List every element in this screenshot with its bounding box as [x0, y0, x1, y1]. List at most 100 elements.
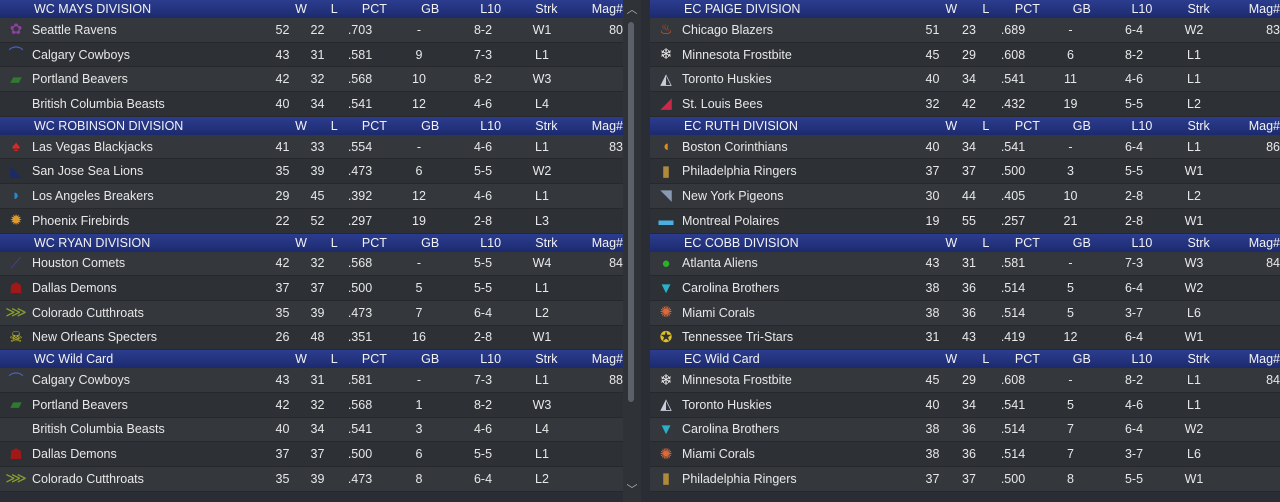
scrollbar-thumb[interactable] — [628, 22, 634, 402]
pct-value: .500 — [1000, 471, 1026, 486]
team-name-cell[interactable]: British Columbia Beasts — [0, 419, 260, 439]
table-row[interactable]: ▰ Portland Beavers 42 32 .568 10 8-2 W3 — [0, 67, 623, 93]
scroll-down-icon[interactable]: ﹀ — [626, 484, 638, 496]
team-name-cell[interactable]: ✹ Phoenix Firebirds — [0, 211, 260, 231]
streak-value: W1 — [1184, 330, 1204, 345]
division-header: WC RYAN DIVISION W L PCT GB L10 Strk Mag… — [0, 233, 623, 252]
col-header-losses: L — [330, 235, 338, 250]
last10-value: 4-6 — [473, 422, 493, 437]
team-name-cell[interactable]: ✪ Tennessee Tri-Stars — [650, 327, 910, 347]
team-name-cell[interactable]: ☠ New Orleans Specters — [0, 327, 260, 347]
table-row[interactable]: ▬ Montreal Polaires 19 55 .257 21 2-8 W1 — [650, 208, 1280, 234]
team-name-cell[interactable]: ▬ Montreal Polaires — [650, 211, 910, 231]
table-row[interactable]: ▮ Philadelphia Ringers 37 37 .500 8 5-5 … — [650, 467, 1280, 492]
table-row[interactable]: ⌒ Calgary Cowboys 43 31 .581 - 7-3 L1 88 — [0, 368, 623, 393]
wins-value: 45 — [925, 373, 940, 388]
wins-value: 40 — [275, 422, 290, 437]
table-row[interactable]: ▮ Philadelphia Ringers 37 37 .500 3 5-5 … — [650, 159, 1280, 185]
table-row[interactable]: ◭ Toronto Huskies 40 34 .541 5 4-6 L1 — [650, 392, 1280, 418]
scroll-up-icon[interactable]: ︿ — [626, 4, 638, 16]
last10-value: 4-6 — [1124, 397, 1144, 412]
table-row[interactable]: ◥ New York Pigeons 30 44 .405 10 2-8 L2 — [650, 184, 1280, 209]
team-name-cell[interactable]: ☗ Dallas Demons — [0, 278, 260, 298]
team-name: Phoenix Firebirds — [32, 213, 130, 228]
table-row[interactable]: ❄ Minnesota Frostbite 45 29 .608 - 8-2 L… — [650, 368, 1280, 393]
team-name-cell[interactable]: ◥ New York Pigeons — [650, 186, 910, 206]
wins-value: 38 — [925, 281, 940, 296]
team-name-cell[interactable]: ⌒ Calgary Cowboys — [0, 370, 260, 390]
losses-value: 32 — [310, 397, 325, 412]
table-row[interactable]: ❄ Minnesota Frostbite 45 29 .608 6 8-2 L… — [650, 42, 1280, 68]
table-row[interactable]: ☠ New Orleans Specters 26 48 .351 16 2-8… — [0, 325, 623, 351]
table-row[interactable]: ⋙ Colorado Cutthroats 35 39 .473 8 6-4 L… — [0, 467, 623, 492]
team-name-cell[interactable]: ⌒ Calgary Cowboys — [0, 45, 260, 65]
team-name-cell[interactable]: ▼ Carolina Brothers — [650, 278, 910, 298]
wins-value: 42 — [275, 256, 290, 271]
division-title: WC MAYS DIVISION — [34, 2, 152, 16]
team-name-cell[interactable]: ◢ St. Louis Bees — [650, 94, 910, 114]
team-name-cell[interactable]: ▮ Philadelphia Ringers — [650, 161, 910, 181]
team-name-cell[interactable]: ❄ Minnesota Frostbite — [650, 370, 910, 390]
division-section: EC Wild Card W L PCT GB L10 Strk Mag# ❄ … — [650, 350, 1280, 492]
table-row[interactable]: ♨ Chicago Blazers 51 23 .689 - 6-4 W2 83 — [650, 18, 1280, 43]
team-name-cell[interactable]: ▮ Philadelphia Ringers — [650, 469, 910, 489]
team-name-cell[interactable]: ◭ Toronto Huskies — [650, 69, 910, 89]
table-row[interactable]: ✺ Miami Corals 38 36 .514 7 3-7 L6 — [650, 442, 1280, 467]
team-name-cell[interactable]: ⋙ Colorado Cutthroats — [0, 303, 260, 323]
team-name-cell[interactable]: ◗ Los Angeles Breakers — [0, 186, 260, 206]
table-row[interactable]: ✪ Tennessee Tri-Stars 31 43 .419 12 6-4 … — [650, 325, 1280, 351]
team-name-cell[interactable]: ☗ Dallas Demons — [0, 444, 260, 464]
team-name-cell[interactable]: ▰ Portland Beavers — [0, 395, 260, 415]
table-row[interactable]: ☗ Dallas Demons 37 37 .500 6 5-5 L1 — [0, 442, 623, 467]
table-row[interactable]: ◣ San Jose Sea Lions 35 39 .473 6 5-5 W2 — [0, 159, 623, 185]
wins-value: 40 — [275, 96, 290, 111]
team-name-cell[interactable]: ✺ Miami Corals — [650, 303, 910, 323]
table-row[interactable]: ✿ Seattle Ravens 52 22 .703 - 8-2 W1 80 — [0, 18, 623, 43]
table-row[interactable]: ✺ Miami Corals 38 36 .514 5 3-7 L6 — [650, 300, 1280, 326]
team-name-cell[interactable]: ● Atlanta Aliens — [650, 253, 910, 273]
team-name-cell[interactable]: British Columbia Beasts — [0, 94, 260, 114]
table-row[interactable]: ☗ Dallas Demons 37 37 .500 5 5-5 L1 — [0, 276, 623, 301]
team-name-cell[interactable]: ◖ Boston Corinthians — [650, 137, 910, 157]
last10-value: 2-8 — [1124, 188, 1144, 203]
team-name-cell[interactable]: ♨ Chicago Blazers — [650, 20, 910, 40]
team-name: San Jose Sea Lions — [32, 164, 144, 179]
table-row[interactable]: British Columbia Beasts 40 34 .541 12 4-… — [0, 92, 623, 117]
table-row[interactable]: ◗ Los Angeles Breakers 29 45 .392 12 4-6… — [0, 184, 623, 209]
table-row[interactable]: British Columbia Beasts 40 34 .541 3 4-6… — [0, 417, 623, 443]
division-header: EC RUTH DIVISION W L PCT GB L10 Strk Mag… — [650, 116, 1280, 135]
magic-number-value: 84 — [1266, 256, 1280, 271]
games-behind-value: 3 — [415, 422, 423, 437]
table-row[interactable]: ⟋ Houston Comets 42 32 .568 - 5-5 W4 84 — [0, 251, 623, 277]
table-row[interactable]: ● Atlanta Aliens 43 31 .581 - 7-3 W3 84 — [650, 251, 1280, 277]
table-row[interactable]: ✹ Phoenix Firebirds 22 52 .297 19 2-8 L3 — [0, 208, 623, 234]
scrollbar[interactable]: ︿ ﹀ — [623, 0, 641, 502]
table-row[interactable]: ▰ Portland Beavers 42 32 .568 1 8-2 W3 — [0, 392, 623, 418]
streak-value: L2 — [1187, 188, 1201, 203]
pct-value: .541 — [347, 422, 373, 437]
table-row[interactable]: ◭ Toronto Huskies 40 34 .541 11 4-6 L1 — [650, 67, 1280, 93]
last10-value: 2-8 — [473, 330, 493, 345]
team-name-cell[interactable]: ⟋ Houston Comets — [0, 253, 260, 273]
husky-logo-icon: ◭ — [660, 396, 672, 414]
team-name-cell[interactable]: ✿ Seattle Ravens — [0, 20, 260, 40]
table-row[interactable]: ◖ Boston Corinthians 40 34 .541 - 6-4 L1… — [650, 134, 1280, 160]
team-name-cell[interactable]: ◭ Toronto Huskies — [650, 395, 910, 415]
team-name-cell[interactable]: ♠ Las Vegas Blackjacks — [0, 137, 260, 157]
coral-logo-icon: ✺ — [659, 304, 673, 322]
col-header-magic-number: Mag# — [591, 235, 623, 250]
team-name-cell[interactable]: ⋙ Colorado Cutthroats — [0, 469, 260, 489]
table-row[interactable]: ▼ Carolina Brothers 38 36 .514 5 6-4 W2 — [650, 276, 1280, 301]
table-row[interactable]: ♠ Las Vegas Blackjacks 41 33 .554 - 4-6 … — [0, 134, 623, 160]
team-name-cell[interactable]: ▼ Carolina Brothers — [650, 419, 910, 439]
helmet-logo-icon: ◖ — [661, 138, 671, 156]
division-header: WC MAYS DIVISION W L PCT GB L10 Strk Mag… — [0, 0, 623, 18]
table-row[interactable]: ⋙ Colorado Cutthroats 35 39 .473 7 6-4 L… — [0, 300, 623, 326]
table-row[interactable]: ⌒ Calgary Cowboys 43 31 .581 9 7-3 L1 — [0, 42, 623, 68]
team-name-cell[interactable]: ◣ San Jose Sea Lions — [0, 161, 260, 181]
table-row[interactable]: ◢ St. Louis Bees 32 42 .432 19 5-5 L2 — [650, 92, 1280, 117]
team-name-cell[interactable]: ▰ Portland Beavers — [0, 69, 260, 89]
team-name-cell[interactable]: ❄ Minnesota Frostbite — [650, 45, 910, 65]
table-row[interactable]: ▼ Carolina Brothers 38 36 .514 7 6-4 W2 — [650, 417, 1280, 443]
team-name-cell[interactable]: ✺ Miami Corals — [650, 444, 910, 464]
